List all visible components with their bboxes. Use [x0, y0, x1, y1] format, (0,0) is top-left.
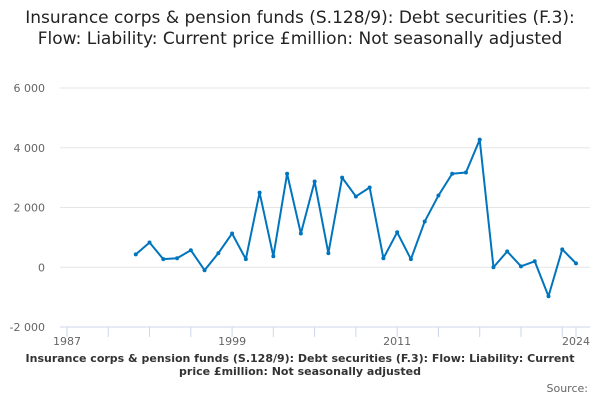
data-point	[175, 256, 180, 261]
data-point	[285, 171, 290, 176]
data-point	[133, 252, 138, 257]
y-tick-label: 2 000	[14, 202, 46, 215]
data-point	[367, 185, 372, 190]
data-point	[436, 193, 441, 198]
legend-series-label: Insurance corps & pension funds (S.128/9…	[25, 352, 575, 378]
data-point	[298, 231, 303, 236]
series-line	[135, 138, 577, 298]
data-point	[326, 251, 331, 256]
data-point	[574, 261, 578, 266]
data-point	[216, 251, 221, 256]
data-point	[422, 219, 427, 224]
data-point	[450, 171, 455, 176]
source-label: Source:	[546, 382, 589, 395]
data-point	[491, 265, 496, 270]
data-point	[560, 247, 565, 252]
y-tick-label: 4 000	[14, 142, 46, 155]
y-tick-label: 0	[38, 261, 45, 274]
data-point	[408, 257, 413, 262]
data-point	[271, 254, 276, 259]
y-tick-label: -2 000	[10, 321, 45, 334]
data-point	[546, 294, 551, 299]
x-tick-label: 2024	[562, 335, 590, 348]
chart-title: Insurance corps & pension funds (S.128/9…	[25, 8, 575, 49]
data-point	[257, 190, 262, 195]
data-point	[202, 268, 207, 273]
y-tick-label: 6 000	[14, 82, 46, 95]
data-point	[243, 257, 248, 262]
data-point	[147, 240, 152, 245]
data-point	[312, 179, 317, 184]
x-tick-label: 2011	[383, 335, 411, 348]
x-tick-label: 1987	[53, 335, 81, 348]
data-point	[532, 259, 537, 264]
data-point	[230, 231, 235, 236]
data-point	[395, 230, 400, 235]
data-point	[161, 257, 166, 262]
data-point	[463, 170, 468, 175]
data-point	[505, 249, 510, 254]
data-point	[518, 264, 523, 269]
x-tick-label: 1999	[218, 335, 246, 348]
data-point	[340, 175, 345, 180]
data-point	[353, 194, 358, 199]
data-point	[188, 248, 193, 253]
data-point	[381, 256, 386, 261]
data-point	[477, 137, 482, 142]
